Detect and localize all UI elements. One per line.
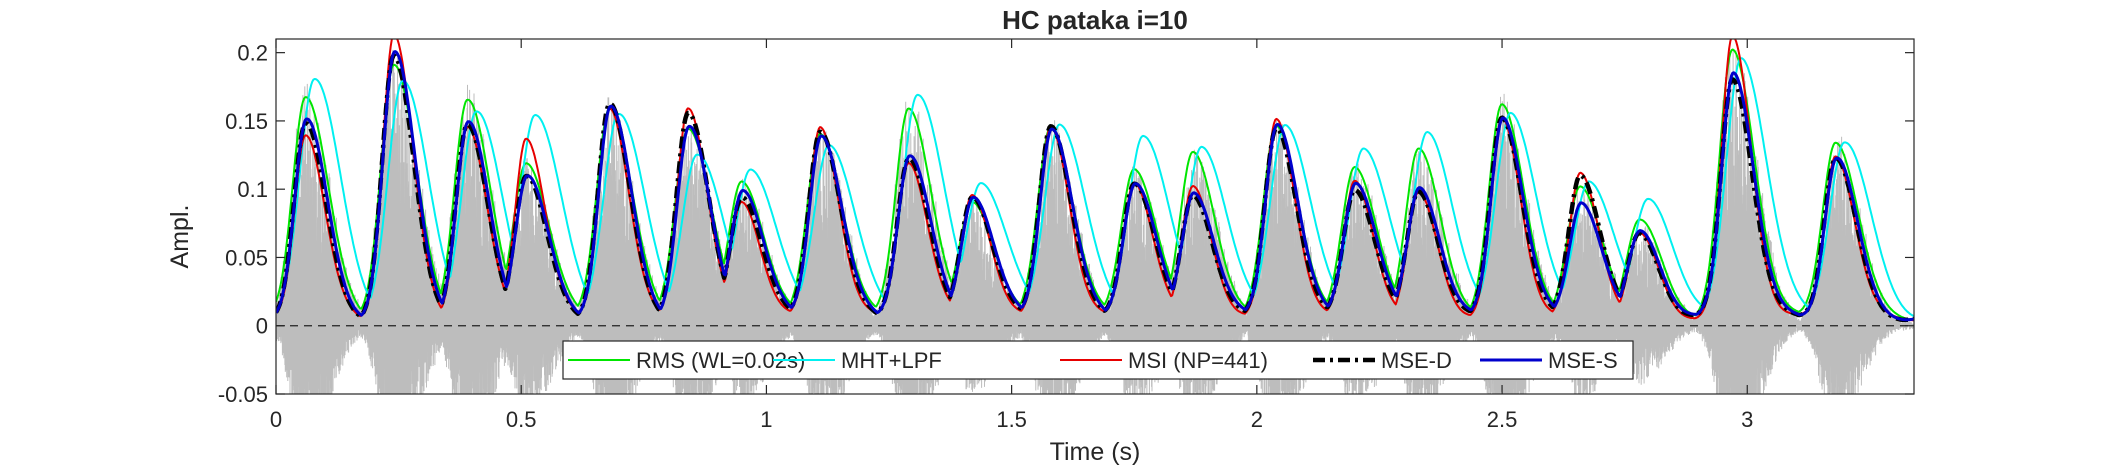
y-tick-label: 0.1 <box>237 177 268 202</box>
legend-box <box>562 340 1634 380</box>
x-tick-label: 0 <box>270 407 282 432</box>
x-tick-label: 1 <box>760 407 772 432</box>
y-tick-label: 0.2 <box>237 41 268 66</box>
series-layer <box>276 39 1914 323</box>
legend-label-mht: MHT+LPF <box>841 348 942 373</box>
x-tick-label: 3 <box>1741 407 1753 432</box>
x-tick-label: 2.5 <box>1487 407 1518 432</box>
legend-label-msi: MSI (NP=441) <box>1128 348 1268 373</box>
x-tick-label: 0.5 <box>506 407 537 432</box>
series-line-mht <box>276 57 1914 318</box>
series-line-mses <box>276 50 1914 322</box>
legend-label-mses: MSE-S <box>1548 348 1618 373</box>
y-ticks: -0.05 0 0.05 0.1 0.15 0.2 <box>218 41 1914 407</box>
x-ticks: 0 0.5 1 1.5 2 2.5 3 <box>270 39 1753 432</box>
series-line-rms <box>276 48 1914 321</box>
legend: RMS (WL=0.02s) MHT+LPF MSI (NP=441) MSE-D MS… <box>562 340 1634 380</box>
chart-title: HC pataka i=10 <box>1002 5 1188 35</box>
y-tick-label: 0.15 <box>225 109 268 134</box>
axes-frame <box>275 38 1915 395</box>
y-tick-label: 0 <box>256 314 268 339</box>
y-tick-label: 0.05 <box>225 245 268 270</box>
y-tick-label: -0.05 <box>218 382 268 407</box>
x-tick-label: 1.5 <box>996 407 1027 432</box>
legend-label-msed: MSE-D <box>1381 348 1452 373</box>
series-line-msed <box>276 53 1914 323</box>
x-axis-label: Time (s) <box>1050 438 1141 466</box>
y-axis-label: Ampl. <box>166 205 194 269</box>
x-tick-label: 2 <box>1251 407 1263 432</box>
